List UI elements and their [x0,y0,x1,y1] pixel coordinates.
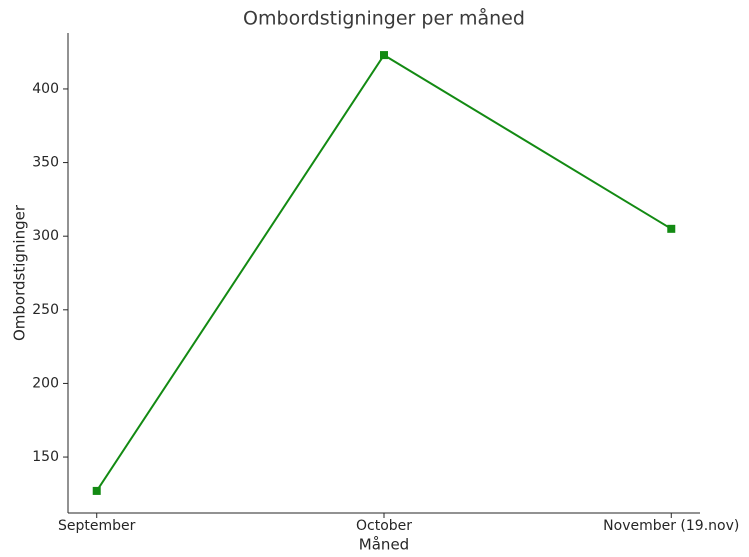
marker [667,224,676,233]
y-tick-label: 300 [32,228,59,244]
x-tick-label: November (19.nov) [603,518,739,534]
y-tick-label: 400 [32,81,59,97]
y-tick-label: 350 [32,155,59,171]
line [95,53,672,492]
y-tick-label: 200 [32,375,59,391]
marker [92,486,101,495]
y-axis-label: Ombordstigninger [11,204,29,341]
y-tick-label: 150 [32,449,59,465]
x-axis-label: Måned [359,536,409,554]
marker [380,51,388,60]
x-tick-label: September [58,518,136,534]
y-tick-label: 250 [32,302,59,318]
x-tick-label: October [356,518,412,534]
chart-title: Ombordstigninger per måned [243,7,525,30]
